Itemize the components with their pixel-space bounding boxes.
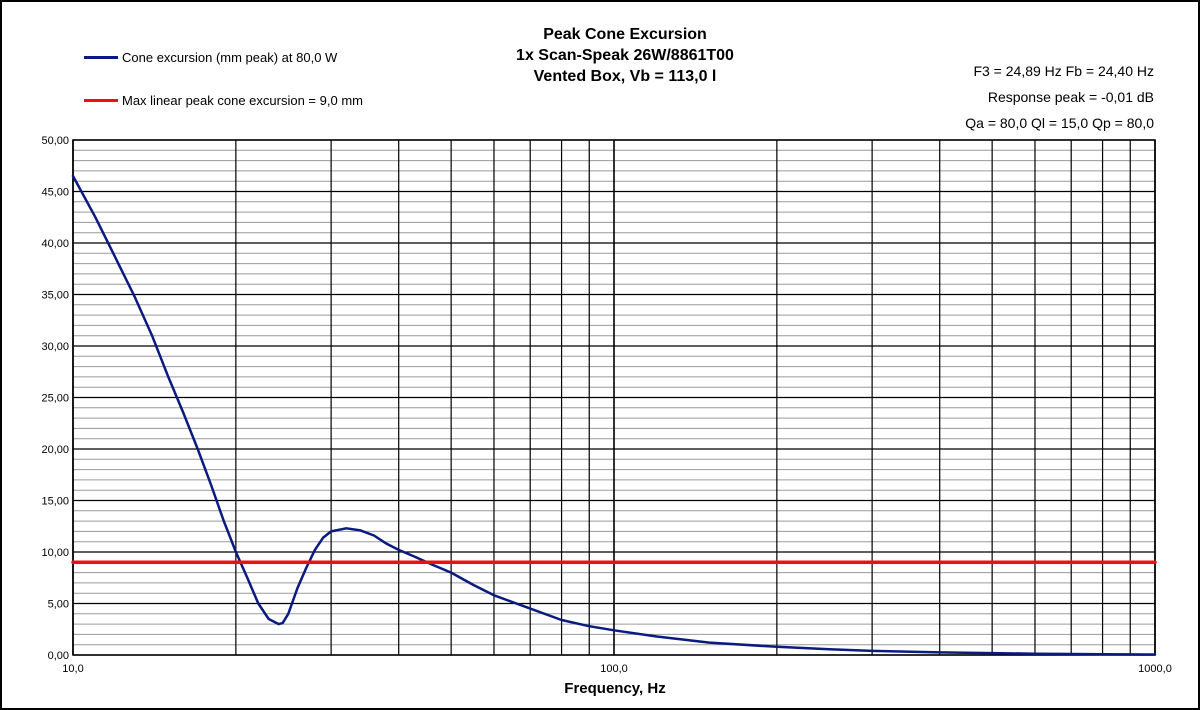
y-tick-label: 0,00 (48, 650, 69, 662)
legend-label-max-linear: Max linear peak cone excursion = 9,0 mm (122, 93, 363, 108)
y-tick-label: 40,00 (41, 238, 69, 250)
info-response-peak: Response peak = -0,01 dB (987, 89, 1154, 105)
x-tick-label: 100,0 (600, 663, 628, 675)
parameter-info: F3 = 24,89 Hz Fb = 24,40 Hz Response pea… (965, 58, 1154, 136)
y-tick-label: 50,00 (41, 135, 69, 147)
y-tick-label: 5,00 (48, 599, 69, 611)
title-line-3: Vented Box, Vb = 113,0 l (533, 68, 717, 85)
legend-swatch-max-linear (84, 99, 118, 102)
info-q-values: Qa = 80,0 Ql = 15,0 Qp = 80,0 (965, 115, 1154, 131)
legend-swatch-excursion (84, 56, 118, 59)
x-tick-label: 10,0 (62, 663, 83, 675)
y-tick-label: 45,00 (41, 187, 69, 199)
y-tick-label: 35,00 (41, 290, 69, 302)
title-line-1: Peak Cone Excursion (543, 26, 707, 43)
series-line-cone-excursion (71, 174, 1157, 656)
x-tick-label: 1000,0 (1138, 663, 1172, 675)
y-tick-label: 15,00 (41, 496, 69, 508)
title-line-2: 1x Scan-Speak 26W/8861T00 (516, 47, 734, 64)
plot-border (72, 139, 1156, 656)
y-tick-label: 30,00 (41, 341, 69, 353)
y-tick-label: 20,00 (41, 444, 69, 456)
info-f3-fb: F3 = 24,89 Hz Fb = 24,40 Hz (973, 63, 1154, 79)
y-tick-label: 25,00 (41, 393, 69, 405)
legend-item-max-linear: Max linear peak cone excursion = 9,0 mm (84, 93, 363, 108)
chart-title: Peak Cone Excursion 1x Scan-Speak 26W/88… (400, 24, 850, 87)
legend-item-excursion: Cone excursion (mm peak) at 80,0 W (84, 50, 337, 65)
y-tick-label: 10,00 (41, 547, 69, 559)
x-axis-label: Frequency, Hz (564, 680, 666, 697)
legend-label-excursion: Cone excursion (mm peak) at 80,0 W (122, 50, 338, 65)
